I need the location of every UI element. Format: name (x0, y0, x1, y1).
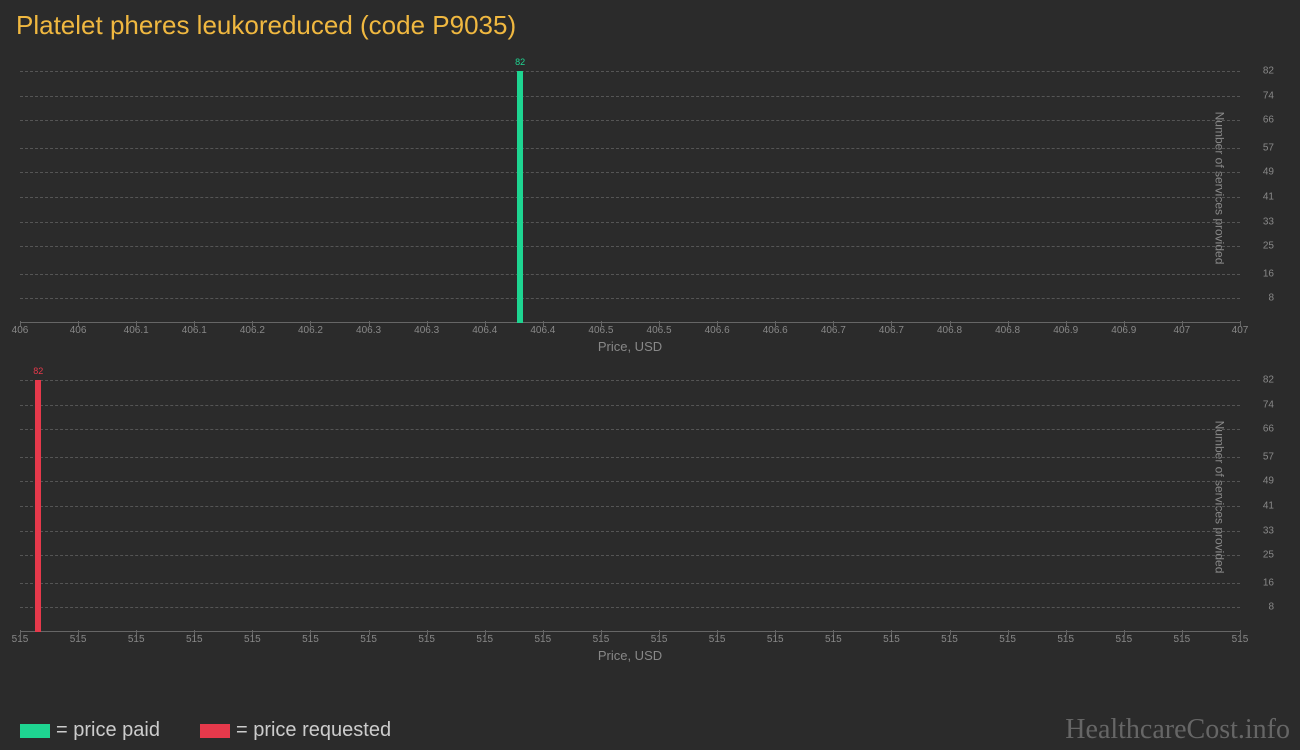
y-tick: 82 (1263, 375, 1274, 386)
y-tick: 57 (1263, 451, 1274, 462)
x-axis-label: Price, USD (20, 648, 1240, 663)
x-tick: 515 (825, 634, 842, 645)
x-tick: 515 (12, 634, 29, 645)
x-tick: 406.8 (995, 325, 1020, 336)
x-tick: 406.5 (647, 325, 672, 336)
x-tick: 515 (70, 634, 87, 645)
x-tick: 515 (418, 634, 435, 645)
y-axis-label: Number of services provided (1213, 421, 1227, 574)
chart-price-paid: Number of services provided 816253341495… (20, 53, 1240, 323)
watermark: HealthcareCost.info (1065, 714, 1290, 746)
y-tick: 49 (1263, 476, 1274, 487)
page-title: Platelet pheres leukoreduced (code P9035… (0, 0, 1300, 45)
x-tick: 406.1 (182, 325, 207, 336)
y-tick: 33 (1263, 216, 1274, 227)
chart-price-requested: Number of services provided 816253341495… (20, 362, 1240, 632)
legend-label: = price paid (56, 719, 160, 742)
legend-label: = price requested (236, 719, 391, 742)
bar: 82 (517, 71, 523, 323)
x-tick: 515 (1232, 634, 1249, 645)
y-tick: 8 (1268, 293, 1274, 304)
y-tick: 25 (1263, 550, 1274, 561)
x-tick: 406.1 (124, 325, 149, 336)
x-tick: 406.7 (821, 325, 846, 336)
y-tick: 74 (1263, 399, 1274, 410)
x-tick: 515 (535, 634, 552, 645)
y-tick: 16 (1263, 268, 1274, 279)
y-tick: 66 (1263, 424, 1274, 435)
x-tick: 406.5 (588, 325, 613, 336)
x-tick: 515 (1057, 634, 1074, 645)
x-tick: 406.6 (763, 325, 788, 336)
x-tick: 515 (128, 634, 145, 645)
bar: 82 (35, 380, 41, 632)
x-tick: 515 (941, 634, 958, 645)
x-tick: 406.4 (472, 325, 497, 336)
x-tick: 406.2 (298, 325, 323, 336)
y-tick: 41 (1263, 501, 1274, 512)
x-tick: 515 (709, 634, 726, 645)
y-tick: 74 (1263, 90, 1274, 101)
x-tick: 406.7 (879, 325, 904, 336)
x-tick: 515 (767, 634, 784, 645)
y-axis-label: Number of services provided (1213, 112, 1227, 265)
y-tick: 8 (1268, 602, 1274, 613)
x-tick: 515 (999, 634, 1016, 645)
legend-item-requested: = price requested (200, 719, 391, 742)
x-tick: 406.2 (240, 325, 265, 336)
x-tick: 515 (360, 634, 377, 645)
x-tick: 515 (651, 634, 668, 645)
x-tick: 515 (593, 634, 610, 645)
x-tick: 406.9 (1111, 325, 1136, 336)
y-tick: 82 (1263, 66, 1274, 77)
x-tick: 515 (302, 634, 319, 645)
y-tick: 33 (1263, 525, 1274, 536)
y-tick: 57 (1263, 142, 1274, 153)
x-tick: 406.4 (530, 325, 555, 336)
y-tick: 41 (1263, 192, 1274, 203)
y-tick: 66 (1263, 115, 1274, 126)
bar-label: 82 (33, 366, 43, 376)
x-tick: 515 (1115, 634, 1132, 645)
x-tick: 406.3 (414, 325, 439, 336)
y-tick: 49 (1263, 167, 1274, 178)
x-tick: 515 (186, 634, 203, 645)
y-tick: 16 (1263, 577, 1274, 588)
x-tick: 515 (883, 634, 900, 645)
x-tick: 406 (12, 325, 29, 336)
x-tick: 406.9 (1053, 325, 1078, 336)
x-tick: 515 (476, 634, 493, 645)
legend: = price paid = price requested (20, 719, 391, 742)
x-axis-label: Price, USD (20, 339, 1240, 354)
x-tick: 406.6 (705, 325, 730, 336)
x-tick: 515 (1174, 634, 1191, 645)
x-tick: 407 (1232, 325, 1249, 336)
x-tick: 407 (1174, 325, 1191, 336)
x-tick: 406 (70, 325, 87, 336)
x-tick: 406.3 (356, 325, 381, 336)
y-tick: 25 (1263, 241, 1274, 252)
x-tick: 515 (244, 634, 261, 645)
x-tick: 406.8 (937, 325, 962, 336)
bar-label: 82 (515, 57, 525, 67)
legend-item-paid: = price paid (20, 719, 160, 742)
